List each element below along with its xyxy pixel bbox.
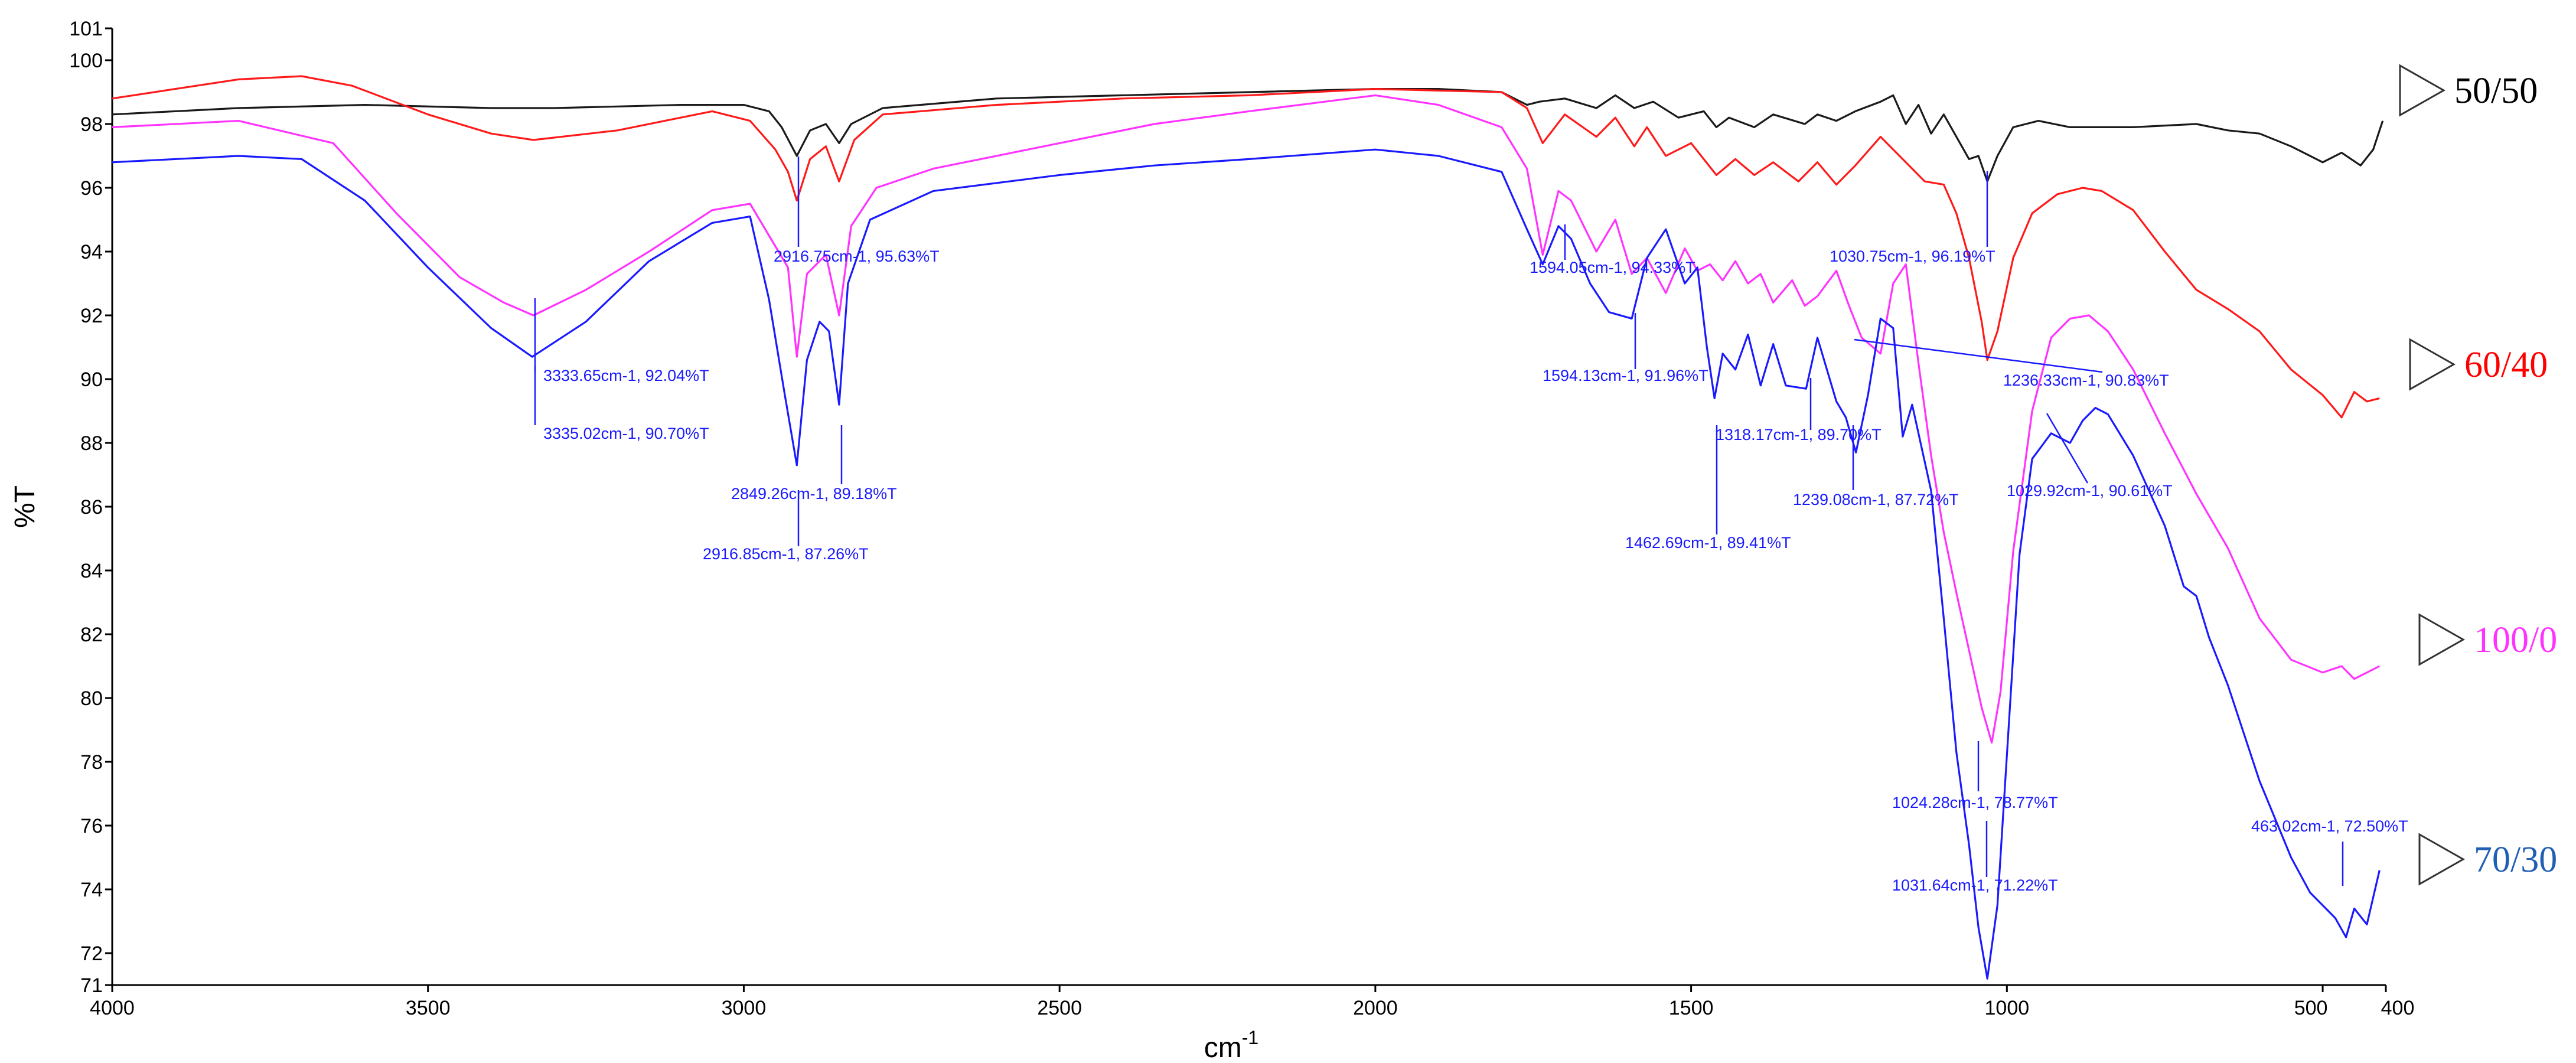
x-tick-label: 400 [2381,997,2415,1019]
peak-label: 463.02cm-1, 72.50%T [2251,817,2408,835]
y-tick-label: 72 [80,943,103,965]
y-tick-label: 94 [80,241,103,263]
x-tick-label: 500 [2294,997,2328,1019]
legend-marker-icon [2418,833,2466,886]
x-axis-title: cm-1 [1204,1027,1258,1063]
x-tick-label: 4000 [90,997,135,1019]
x-tick-label: 2000 [1353,997,1398,1019]
y-tick-label: 98 [80,113,103,136]
series-line-60-40 [112,75,2380,419]
peak-label: 3333.65cm-1, 92.04%T [543,367,709,384]
peak-label: 1236.33cm-1, 90.83%T [2003,371,2169,389]
y-tick-label: 100 [69,50,103,72]
peak-label: 2916.75cm-1, 95.63%T [774,247,940,265]
x-tick-label: 3000 [722,997,767,1019]
axes: 71 72 74 76 78 80 82 84 86 88 90 92 94 96 98 100 101 4000… [9,18,2414,1063]
peak-label: 2849.26cm-1, 89.18%T [731,485,897,503]
legend-label: 70/30 [2474,840,2557,880]
legend-marker-icon [2409,338,2456,391]
legend-label: 60/40 [2464,345,2548,385]
series-line-50-50 [112,88,2384,182]
x-axis-title-superscript: -1 [1242,1027,1258,1048]
y-tick-label: 82 [80,624,103,646]
legend-marker-icon [2399,64,2446,117]
peak-marker-line [1854,338,2103,373]
y-axis-title: %T [9,485,41,528]
peak-label: 1594.13cm-1, 91.96%T [1543,367,1708,384]
y-tick-label: 88 [80,432,103,455]
x-tick-label: 1500 [1669,997,1714,1019]
series-line-100-0 [112,94,2381,744]
x-axis-title-unit: cm [1204,1032,1242,1063]
series-line-70-30 [112,148,2381,980]
peak-label: 1030.75cm-1, 96.19%T [1830,247,1995,265]
x-tick-label: 1000 [1985,997,2030,1019]
y-tick-label: 92 [80,305,103,327]
y-tick-label: 101 [69,18,103,40]
peak-label: 1318.17cm-1, 89.70%T [1716,426,1882,444]
x-tick-label: 2500 [1037,997,1082,1019]
y-tick-label: 96 [80,177,103,200]
peak-label: 1031.64cm-1, 71.22%T [1892,876,2058,894]
peak-label: 2916.85cm-1, 87.26%T [703,545,869,563]
series-layer [112,75,2384,980]
y-tick-label: 86 [80,496,103,519]
legend-label: 50/50 [2454,71,2538,111]
y-tick-label: 71 [80,974,103,997]
legend-marker-icon [2418,613,2466,666]
annotation-layer: 2916.75cm-1, 95.63%T 1030.75cm-1, 96.19%T… [534,156,2408,894]
x-tick-label: 3500 [406,997,451,1019]
peak-label: 3335.02cm-1, 90.70%T [543,425,709,442]
peak-label: 1462.69cm-1, 89.41%T [1625,534,1791,552]
peak-label: 1594.05cm-1, 94.33%T [1530,259,1695,276]
y-tick-label: 84 [80,560,103,582]
y-tick-label: 78 [80,751,103,774]
y-tick-label: 90 [80,369,103,391]
legend-label: 100/0 [2474,620,2557,660]
legend-layer: 50/50 60/40 100/0 70/30 [2399,64,2557,886]
peak-label: 1029.92cm-1, 90.61%T [2007,482,2173,500]
peak-label: 1239.08cm-1, 87.72%T [1793,491,1959,508]
y-tick-label: 76 [80,815,103,837]
peak-marker-line [2046,413,2089,484]
y-tick-label: 80 [80,687,103,710]
y-tick-label: 74 [80,879,103,901]
peak-label: 1024.28cm-1, 78.77%T [1892,794,2058,811]
